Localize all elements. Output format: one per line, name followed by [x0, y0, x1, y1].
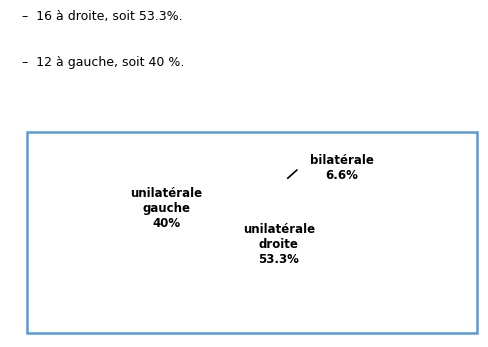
- Text: –  12 à gauche, soit 40 %.: – 12 à gauche, soit 40 %.: [22, 56, 184, 68]
- Text: –  16 à droite, soit 53.3%.: – 16 à droite, soit 53.3%.: [22, 10, 182, 23]
- Text: unilatérale
droite
53.3%: unilatérale droite 53.3%: [242, 223, 314, 266]
- Text: bilatérale
6.6%: bilatérale 6.6%: [309, 154, 373, 182]
- Text: unilatérale
gauche
40%: unilatérale gauche 40%: [130, 187, 202, 230]
